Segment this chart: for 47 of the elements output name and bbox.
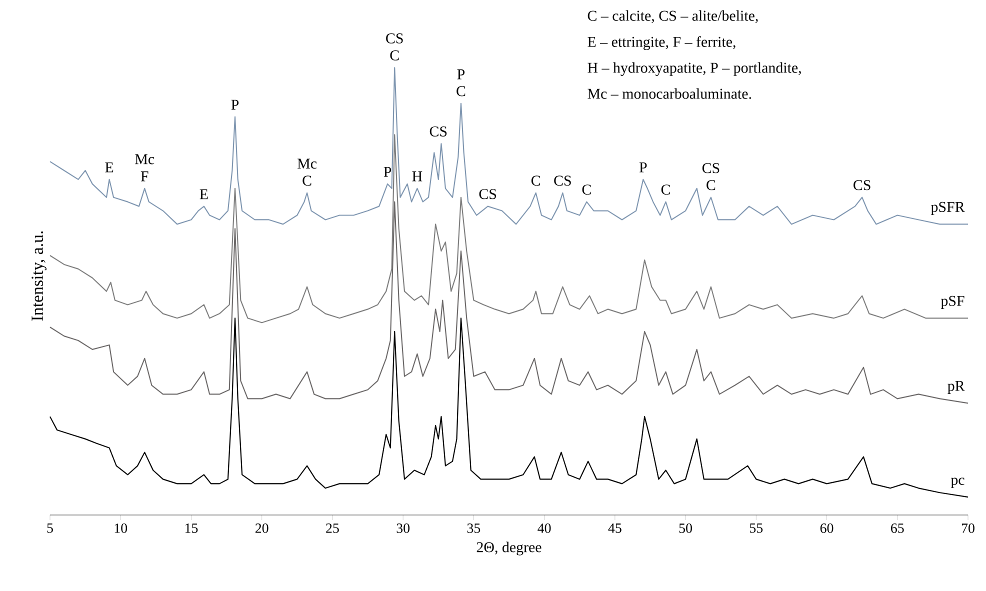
annotation: CS: [386, 33, 403, 44]
annotation: P: [384, 166, 392, 177]
annotation: C: [661, 184, 670, 195]
series-label: pSF: [940, 296, 964, 309]
annotation: CS: [702, 163, 720, 174]
x-tick-label: 45: [608, 524, 622, 533]
annotation: C: [582, 184, 591, 195]
annotation: CS: [479, 189, 496, 200]
series-label: pc: [950, 478, 964, 488]
x-tick-label: 70: [962, 524, 974, 533]
x-tick-label: 65: [891, 524, 904, 533]
annotation: C: [706, 180, 716, 190]
x-tick-label: 40: [538, 524, 551, 533]
x-tick-label: 15: [185, 524, 198, 533]
annotation: P: [457, 69, 465, 80]
annotation: H – hydroxyapatite, P – portlandite,: [588, 62, 801, 76]
y-axis-title: Intensity, a.u.: [32, 231, 46, 321]
annotation: Mc: [135, 154, 154, 164]
annotation: C: [456, 86, 466, 96]
annotation: P: [639, 162, 647, 172]
annotation: F: [140, 171, 148, 182]
annotation: E: [105, 162, 114, 172]
text: C – calcite, CS – alite/belite,: [588, 10, 758, 23]
x-tick-label: 50: [679, 524, 692, 533]
annotation: Mc: [298, 158, 317, 169]
x-axis-title: 2Θ, degree: [476, 542, 542, 556]
series-label: pR: [948, 380, 965, 394]
x-tick-label: 60: [820, 524, 834, 533]
x-tick-label: 25: [326, 524, 339, 533]
text: E – ettringite, F – ferrite,: [588, 36, 736, 50]
x-tick-label: 55: [750, 524, 763, 533]
annotation: C: [390, 50, 399, 60]
series-label: pSFR: [930, 202, 965, 216]
x-tick-label: 20: [255, 524, 268, 533]
annotation: E: [200, 189, 208, 200]
annotation: P: [231, 100, 239, 110]
x-tick-label: 35: [467, 524, 480, 533]
annotation: CS: [430, 126, 447, 136]
annotation: Mc – monocarboaluminate.: [588, 88, 752, 99]
annotation: H: [412, 171, 422, 182]
annotation: CS: [554, 176, 571, 186]
annotation: C: [531, 176, 540, 186]
x-tick-label: 5: [47, 524, 53, 533]
x-tick-label: 10: [114, 524, 128, 533]
annotation: CS: [854, 180, 870, 190]
annotation: C: [302, 176, 312, 186]
x-tick-label: 30: [396, 524, 410, 533]
